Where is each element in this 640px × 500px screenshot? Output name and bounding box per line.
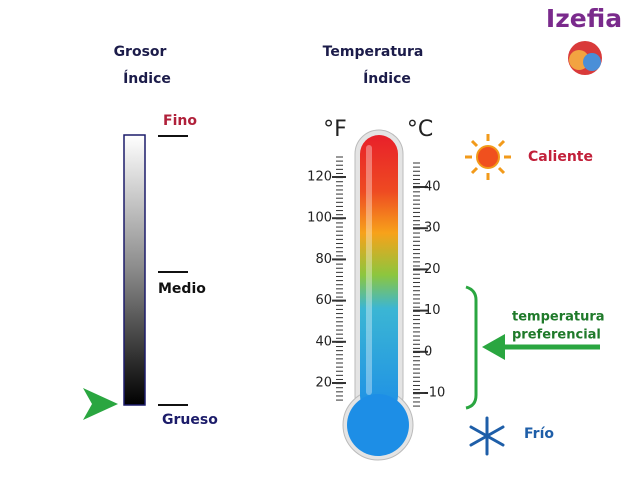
level-label: Grueso [162,412,218,428]
unit-label: °F [323,117,347,142]
temperature-subtitle: Índice [363,70,411,87]
scale-label: 60 [315,293,332,308]
scale-label: 20 [424,262,441,277]
snowflake-icon [469,416,505,456]
level-label: Fino [163,113,197,129]
scale-label: 10 [424,303,441,318]
unit-label: °C [407,117,433,142]
level-label: Medio [158,281,206,297]
cold-label: Frío [524,426,554,442]
scale-label: 80 [315,252,332,267]
scale-label: 40 [315,334,332,349]
scale-label: -10 [424,386,445,401]
preferred-bracket [465,285,478,410]
sun-icon [465,134,511,180]
scale-ticks [332,156,428,407]
indicator-arrow [83,388,118,420]
preferred-label: temperatura [512,310,605,325]
temperature-title: Temperatura [323,44,424,60]
thermometer [342,129,414,461]
brand: Izefia [546,4,622,33]
thickness-bar [123,134,146,406]
scale-label: 30 [424,221,441,236]
scale-label: 40 [424,180,441,195]
scale-label: 0 [424,344,432,359]
thickness-ticks [158,135,188,406]
preferred-arrow [482,334,600,360]
preferred-label: preferencial [512,328,601,343]
scale-label: 20 [315,376,332,391]
hot-label: Caliente [528,149,593,165]
thickness-title: Grosor [114,44,167,60]
scale-label: 100 [307,211,332,226]
thickness-subtitle: Índice [123,70,171,87]
scale-label: 120 [307,170,332,185]
logo-icon [568,41,602,75]
